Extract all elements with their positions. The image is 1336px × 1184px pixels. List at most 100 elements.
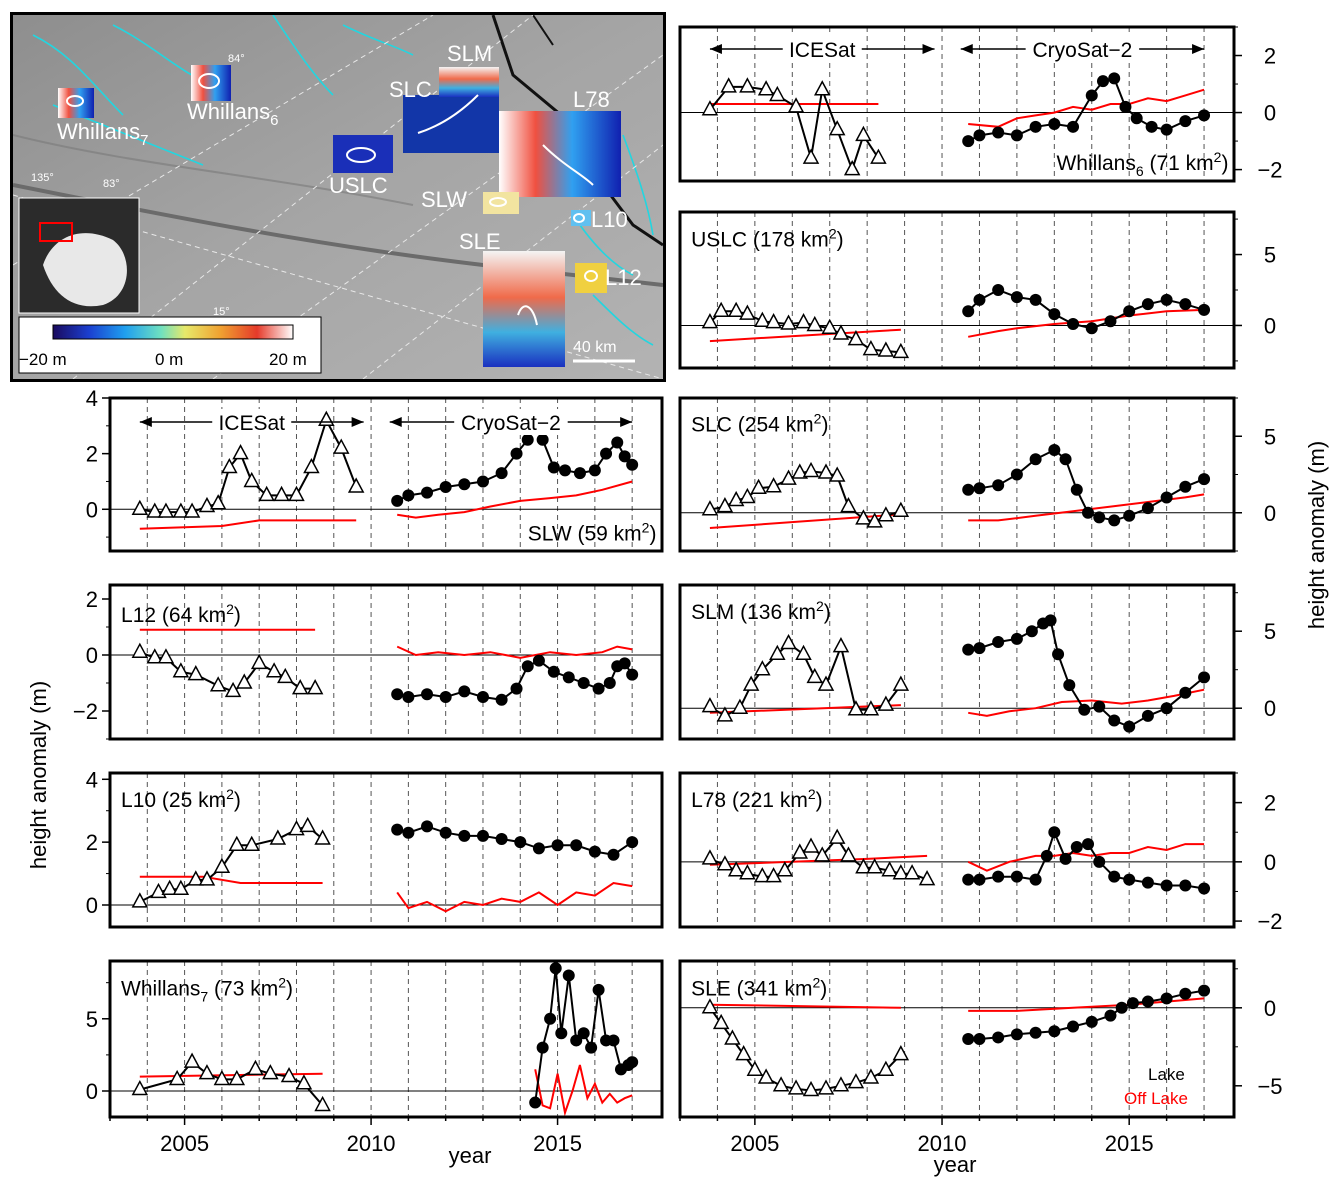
cryosat-point <box>585 1041 598 1054</box>
cryosat-point <box>1059 453 1072 466</box>
cryosat-point <box>476 691 489 703</box>
icesat-point <box>277 667 294 684</box>
y-tick-label: 0 <box>86 643 98 668</box>
icesat-point <box>787 97 805 113</box>
y-tick-label: −2 <box>1257 158 1282 183</box>
cryosat-point <box>1179 115 1192 128</box>
cryosat-point <box>514 836 527 849</box>
graticule-83: 83° <box>103 178 120 190</box>
cryosat-point <box>521 660 534 673</box>
cryosat-point <box>588 845 601 858</box>
panels-group: −2 0 2 Whillans6 (71 km2) ICESat CryoSat−2 0 5 U… <box>73 25 1283 1156</box>
cryosat-point <box>1179 987 1192 1000</box>
panel-title: SLC (254 km2) <box>691 411 828 437</box>
cryosat-point <box>1044 614 1057 627</box>
icesat-point <box>795 313 812 329</box>
icesat-point <box>731 698 749 714</box>
map-label-whillans6: Whillans6 <box>187 99 278 129</box>
cryosat-point <box>1067 318 1080 331</box>
icesat-point <box>877 1060 895 1076</box>
cryosat-point <box>391 494 404 507</box>
cryosat-arrow-head-right <box>1192 44 1205 54</box>
cryosat-point <box>1010 632 1023 645</box>
panel-title: L10 (25 km2) <box>121 786 241 812</box>
cryosat-label-bg <box>454 409 568 435</box>
lake-icesat-line <box>709 85 880 173</box>
off-lake-cryosat-line <box>968 308 1205 338</box>
cryosat-point <box>1108 514 1121 527</box>
cryosat-point <box>1141 298 1154 311</box>
cryosat-point <box>495 467 508 480</box>
icesat-point <box>262 1064 279 1080</box>
cryosat-point <box>1096 75 1109 88</box>
y-tick-label: 2 <box>86 830 98 855</box>
cryosat-point <box>1048 444 1061 457</box>
icesat-point <box>832 637 850 653</box>
icesat-arrow-head-left <box>139 417 152 427</box>
icesat-point <box>198 1064 216 1080</box>
y-tick-label: −2 <box>1257 909 1282 934</box>
cryosat-point <box>1010 870 1023 883</box>
panel-title: L78 (221 km2) <box>691 786 823 812</box>
cryosat-point <box>1052 648 1065 661</box>
cryosat-point <box>973 293 986 306</box>
icesat-arrow-head-right <box>351 417 364 427</box>
icesat-point <box>877 341 895 357</box>
panel-title: USLC (178 km2) <box>691 225 844 251</box>
cryosat-point <box>555 1027 568 1040</box>
y-tick-label: 5 <box>1264 619 1276 644</box>
icesat-point <box>918 870 936 886</box>
off-lake-icesat-line <box>709 1003 901 1009</box>
cryosat-point <box>421 486 434 499</box>
cryosat-point <box>536 1041 549 1054</box>
graticule-135: 135° <box>31 172 54 184</box>
y-tick-label: 0 <box>1264 501 1276 526</box>
cryosat-point <box>1070 483 1083 496</box>
icesat-point <box>213 1069 231 1086</box>
cryosat-point <box>1029 120 1042 133</box>
cryosat-point <box>402 489 415 502</box>
cryosat-point <box>1126 997 1139 1010</box>
icesat-label-bg <box>212 409 292 435</box>
y-tick-label: 4 <box>86 386 98 411</box>
panel-frame <box>678 396 1236 553</box>
icesat-point <box>828 120 846 136</box>
cryosat-point <box>551 839 564 852</box>
cryosat-point <box>559 464 572 477</box>
icesat-point <box>840 497 857 513</box>
cryosat-point <box>532 654 545 667</box>
off-lake-icesat-line <box>709 513 901 529</box>
cryosat-label: CryoSat−2 <box>1032 39 1132 62</box>
cryosat-point <box>536 433 549 446</box>
cryosat-point <box>1198 473 1211 486</box>
icesat-point <box>701 697 719 713</box>
icesat-point <box>813 846 831 862</box>
icesat-point <box>821 318 838 335</box>
icesat-point <box>131 1079 149 1096</box>
cryosat-point <box>1010 468 1023 481</box>
icesat-point <box>243 835 260 852</box>
icesat-point <box>712 1013 730 1030</box>
y-tick-label: 0 <box>1264 696 1276 721</box>
icesat-point <box>769 85 786 102</box>
icesat-point <box>720 77 737 93</box>
icesat-point <box>314 1095 331 1112</box>
icesat-point <box>172 662 190 678</box>
cryosat-point <box>1093 700 1106 713</box>
icesat-point <box>724 1029 741 1045</box>
map-svg: Whillans7 Whillans6 SLM SLC USLC SLW L78… <box>13 15 663 379</box>
icesat-label: ICESat <box>789 39 856 62</box>
cryosat-point <box>495 833 508 845</box>
cryosat-point <box>1141 709 1154 722</box>
panel-frame <box>108 583 664 741</box>
cryosat-point <box>547 665 560 678</box>
icesat-point <box>847 1073 865 1089</box>
cryosat-point <box>992 635 1005 648</box>
icesat-point <box>232 444 249 460</box>
cryosat-point <box>1093 511 1106 524</box>
cryosat-point <box>1063 679 1076 692</box>
icesat-arrow-head-right <box>922 44 935 54</box>
icesat-point <box>157 502 175 518</box>
icesat-point <box>172 502 190 518</box>
icesat-point <box>735 1045 752 1061</box>
